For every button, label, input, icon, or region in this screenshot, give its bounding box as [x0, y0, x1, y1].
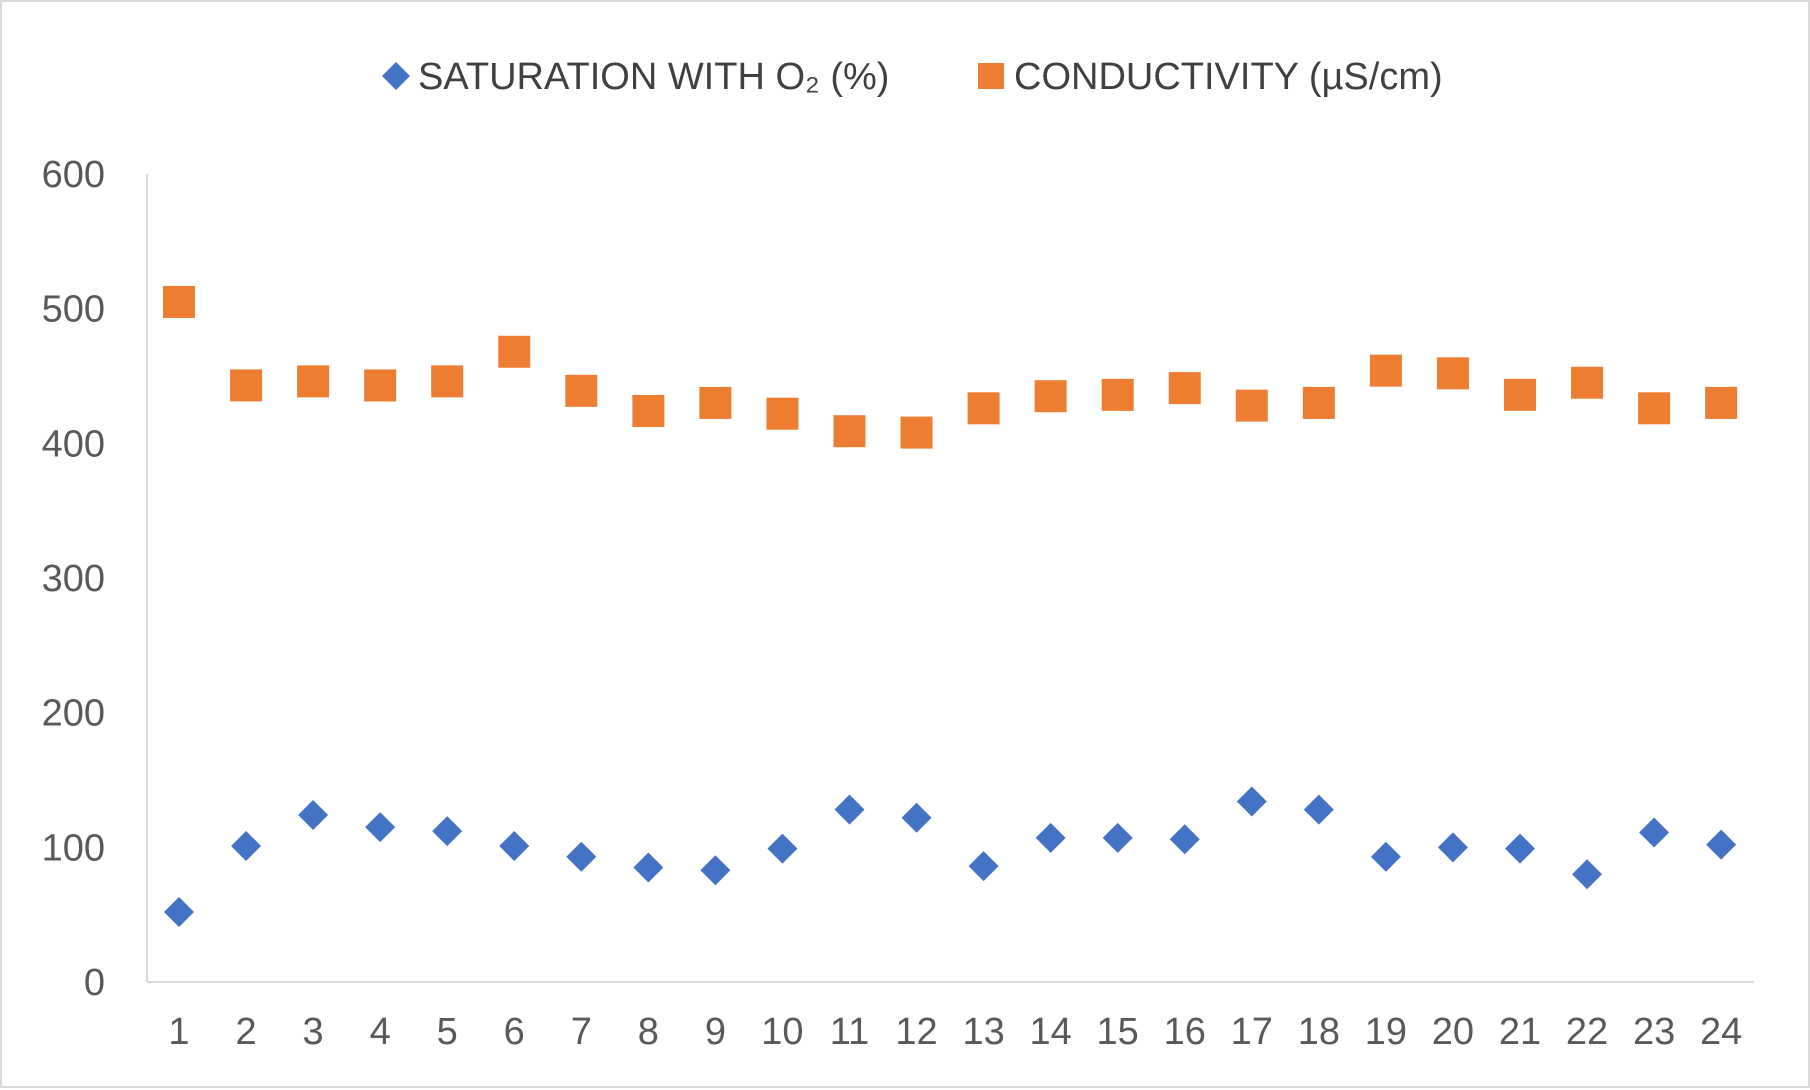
- saturation-data-point: [1706, 829, 1737, 860]
- saturation-data-point: [432, 816, 463, 847]
- saturation-data-point: [700, 855, 731, 886]
- conductivity-data-point: [1369, 354, 1402, 387]
- saturation-data-point: [1505, 833, 1535, 864]
- y-tick-label: 500: [42, 289, 105, 331]
- x-tick-label: 17: [1231, 1011, 1273, 1053]
- x-tick-labels: 1 2 3 4 5 6 7 8 9 10 11 12 13 14 15 16 17 18 19 20 21 22 23 24: [168, 1011, 1742, 1053]
- conductivity-data-point: [699, 386, 732, 419]
- x-tick-label: 22: [1566, 1011, 1608, 1053]
- x-tick-label: 13: [962, 1011, 1004, 1053]
- saturation-data-point: [1169, 824, 1200, 855]
- y-tick-label: 600: [42, 154, 105, 196]
- x-tick-label: 20: [1432, 1011, 1474, 1053]
- saturation-data-point: [968, 851, 999, 882]
- x-tick-label: 24: [1700, 1011, 1742, 1053]
- x-tick-label: 19: [1365, 1011, 1407, 1053]
- saturation-data-point: [365, 812, 396, 843]
- x-tick-label: 4: [370, 1011, 391, 1053]
- y-tick-label: 0: [84, 962, 105, 1004]
- series-conductivity: [163, 285, 1738, 449]
- x-tick-label: 10: [761, 1011, 803, 1053]
- saturation-data-point: [566, 841, 597, 872]
- conductivity-data-point: [230, 369, 263, 402]
- saturation-data-point: [1370, 841, 1401, 872]
- x-tick-label: 23: [1633, 1011, 1675, 1053]
- y-tick-label: 200: [42, 693, 105, 735]
- conductivity-data-point: [1571, 366, 1604, 399]
- x-tick-label: 3: [303, 1011, 324, 1053]
- conductivity-data-point: [900, 416, 933, 449]
- x-tick-label: 8: [638, 1011, 659, 1053]
- legend-square-marker: [978, 63, 1004, 89]
- x-tick-label: 2: [235, 1011, 256, 1053]
- conductivity-data-point: [1168, 372, 1201, 405]
- saturation-data-point: [1236, 786, 1267, 817]
- legend-item: CONDUCTIVITY (µS/cm): [978, 56, 1443, 98]
- conductivity-data-point: [1302, 386, 1335, 419]
- conductivity-data-point: [163, 285, 195, 318]
- conductivity-data-point: [1638, 392, 1671, 425]
- y-tick-label: 400: [42, 423, 105, 465]
- y-tick-labels: 0 100 200 300 400 500 600: [42, 154, 105, 1004]
- conductivity-data-point: [967, 392, 1000, 425]
- saturation-data-point: [231, 830, 262, 861]
- conductivity-data-point: [565, 374, 598, 407]
- conductivity-data-point: [297, 365, 330, 398]
- conductivity-data-point: [1101, 378, 1134, 411]
- saturation-data-point: [1102, 822, 1133, 853]
- legend-label: SATURATION WITH O₂ (%): [418, 56, 889, 98]
- axes: [146, 174, 1754, 983]
- series-saturation-o2: [164, 786, 1737, 927]
- conductivity-data-point: [431, 365, 464, 398]
- x-tick-label: 14: [1030, 1011, 1072, 1053]
- saturation-data-point: [499, 830, 530, 861]
- x-tick-label: 1: [168, 1011, 189, 1053]
- saturation-data-point: [1639, 817, 1670, 848]
- legend-label: CONDUCTIVITY (µS/cm): [1014, 56, 1443, 98]
- saturation-data-point: [901, 802, 932, 833]
- legend-item: SATURATION WITH O₂ (%): [382, 56, 889, 98]
- x-tick-label: 15: [1097, 1011, 1139, 1053]
- conductivity-data-point: [1705, 386, 1738, 419]
- conductivity-data-point: [1504, 378, 1536, 411]
- x-tick-label: 16: [1164, 1011, 1206, 1053]
- conductivity-data-point: [1034, 380, 1067, 413]
- saturation-data-point: [1437, 832, 1468, 863]
- x-tick-label: 12: [895, 1011, 937, 1053]
- x-tick-label: 11: [830, 1011, 869, 1053]
- saturation-data-point: [164, 896, 194, 927]
- saturation-data-point: [834, 794, 865, 825]
- conductivity-data-point: [833, 415, 866, 448]
- legend: SATURATION WITH O₂ (%) CONDUCTIVITY (µS/c…: [382, 56, 1443, 98]
- conductivity-data-point: [498, 335, 531, 368]
- x-tick-label: 7: [571, 1011, 592, 1053]
- series-layer: [163, 285, 1738, 927]
- conductivity-data-point: [1235, 389, 1268, 422]
- conductivity-data-point: [364, 369, 397, 402]
- saturation-data-point: [767, 833, 798, 864]
- conductivity-data-point: [766, 397, 799, 430]
- saturation-data-point: [633, 852, 664, 883]
- saturation-data-point: [1303, 794, 1334, 825]
- saturation-data-point: [298, 800, 329, 831]
- saturation-data-point: [1035, 822, 1066, 853]
- x-tick-label: 9: [705, 1011, 726, 1053]
- conductivity-data-point: [1436, 357, 1469, 390]
- x-tick-label: 5: [437, 1011, 458, 1053]
- legend-diamond-marker: [382, 62, 410, 90]
- saturation-data-point: [1572, 859, 1603, 890]
- x-tick-label: 18: [1298, 1011, 1340, 1053]
- x-tick-label: 6: [504, 1011, 525, 1053]
- y-tick-label: 300: [42, 558, 105, 600]
- conductivity-data-point: [632, 395, 665, 428]
- y-tick-label: 100: [42, 827, 105, 869]
- x-tick-label: 21: [1499, 1011, 1541, 1053]
